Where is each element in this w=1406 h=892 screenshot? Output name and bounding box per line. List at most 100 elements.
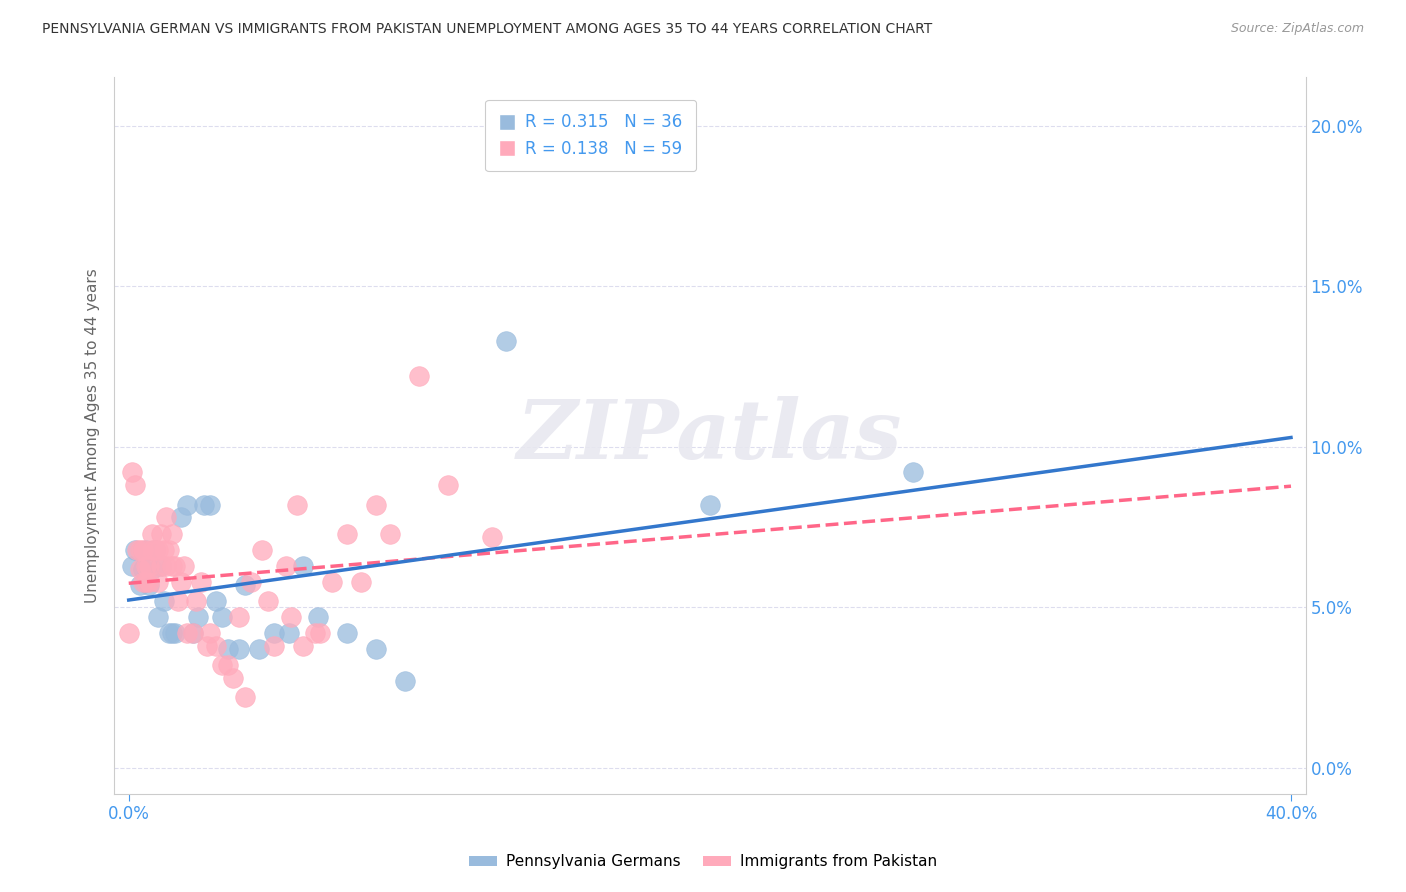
Point: [155, 558, 177, 573]
Point: [138, 578, 160, 592]
Point: [170, 574, 193, 589]
Point: [309, 626, 332, 640]
Point: [135, 574, 157, 589]
Point: [263, 626, 285, 640]
Point: [121, 558, 143, 573]
Point: [217, 658, 239, 673]
Point: [176, 498, 198, 512]
Point: [162, 626, 184, 640]
Point: [124, 478, 146, 492]
Point: [233, 690, 256, 705]
Point: [162, 558, 184, 573]
Point: [336, 626, 359, 640]
Point: [292, 639, 315, 653]
Point: [129, 578, 152, 592]
Point: [211, 610, 233, 624]
Point: [307, 610, 329, 624]
Point: [152, 542, 174, 557]
Point: [165, 626, 187, 640]
Point: [257, 594, 280, 608]
Y-axis label: Unemployment Among Ages 35 to 44 years: Unemployment Among Ages 35 to 44 years: [86, 268, 100, 603]
Point: [263, 639, 285, 653]
Point: [252, 542, 274, 557]
Point: [336, 526, 359, 541]
Point: [304, 626, 326, 640]
Point: [129, 562, 152, 576]
Point: [408, 369, 430, 384]
Point: [190, 574, 212, 589]
Point: [181, 626, 204, 640]
Text: Source: ZipAtlas.com: Source: ZipAtlas.com: [1230, 22, 1364, 36]
Point: [157, 626, 180, 640]
Point: [277, 626, 299, 640]
Point: [132, 542, 155, 557]
Point: [118, 626, 141, 640]
Point: [157, 542, 180, 557]
Point: [699, 498, 721, 512]
Point: [394, 674, 416, 689]
Point: [173, 558, 195, 573]
Text: PENNSYLVANIA GERMAN VS IMMIGRANTS FROM PAKISTAN UNEMPLOYMENT AMONG AGES 35 TO 44: PENNSYLVANIA GERMAN VS IMMIGRANTS FROM P…: [42, 22, 932, 37]
Point: [193, 498, 215, 512]
Point: [149, 558, 172, 573]
Point: [211, 658, 233, 673]
Point: [149, 558, 172, 573]
Text: ZIPatlas: ZIPatlas: [517, 395, 903, 475]
Point: [321, 574, 343, 589]
Point: [233, 578, 256, 592]
Point: [364, 498, 387, 512]
Point: [198, 498, 221, 512]
Point: [184, 594, 207, 608]
Point: [187, 610, 209, 624]
Point: [249, 642, 271, 657]
Point: [228, 610, 250, 624]
Point: [903, 466, 925, 480]
Point: [170, 510, 193, 524]
Point: [364, 642, 387, 657]
Point: [143, 542, 166, 557]
Point: [350, 574, 373, 589]
Point: [141, 526, 163, 541]
Point: [495, 334, 517, 348]
Point: [155, 510, 177, 524]
Point: [152, 594, 174, 608]
Point: [129, 542, 152, 557]
Legend: R = 0.315   N = 36, R = 0.138   N = 59: R = 0.315 N = 36, R = 0.138 N = 59: [485, 100, 696, 171]
Point: [195, 639, 218, 653]
Point: [239, 574, 262, 589]
Point: [228, 642, 250, 657]
Point: [141, 562, 163, 576]
Point: [135, 558, 157, 573]
Point: [141, 542, 163, 557]
Point: [132, 562, 155, 576]
Point: [135, 542, 157, 557]
Point: [217, 642, 239, 657]
Point: [138, 574, 160, 589]
Legend: Pennsylvania Germans, Immigrants from Pakistan: Pennsylvania Germans, Immigrants from Pa…: [463, 848, 943, 875]
Point: [146, 610, 169, 624]
Point: [124, 542, 146, 557]
Point: [205, 594, 228, 608]
Point: [280, 610, 302, 624]
Point: [132, 574, 155, 589]
Point: [222, 671, 245, 685]
Point: [146, 542, 169, 557]
Point: [162, 526, 184, 541]
Point: [205, 639, 228, 653]
Point: [181, 626, 204, 640]
Point: [481, 530, 503, 544]
Point: [176, 626, 198, 640]
Point: [127, 542, 149, 557]
Point: [198, 626, 221, 640]
Point: [149, 526, 172, 541]
Point: [143, 542, 166, 557]
Point: [285, 498, 308, 512]
Point: [437, 478, 460, 492]
Point: [146, 574, 169, 589]
Point: [121, 466, 143, 480]
Point: [292, 558, 315, 573]
Point: [138, 558, 160, 573]
Point: [380, 526, 402, 541]
Point: [274, 558, 297, 573]
Point: [167, 594, 190, 608]
